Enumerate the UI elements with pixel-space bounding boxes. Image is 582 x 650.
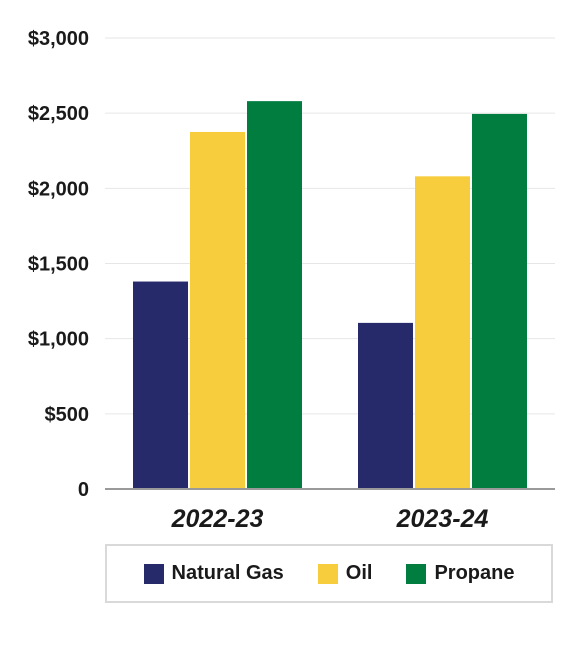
bar-chart: 0 $500 $1,000 $1,500 $2,000 $2,500 $3,000 2022…	[28, 28, 555, 533]
legend-label-propane: Propane	[434, 562, 515, 584]
bar-natural-gas-2022-23	[133, 281, 188, 489]
bar-oil-2023-24	[415, 176, 470, 489]
legend-label-oil: Oil	[345, 562, 373, 584]
y-tick-label: $1,500	[28, 254, 89, 276]
legend-swatch-natural-gas	[143, 563, 164, 584]
bar-propane-2022-23	[247, 101, 302, 489]
y-tick-label: $2,500	[28, 103, 89, 125]
x-tick-label: 2022-23	[171, 505, 264, 533]
legend-item-propane: Propane	[406, 562, 514, 585]
legend: Natural Gas Oil Propane	[105, 544, 553, 603]
y-tick-label: $1,000	[28, 329, 89, 351]
bar-natural-gas-2023-24	[358, 322, 413, 489]
y-tick-label: $2,000	[28, 178, 89, 200]
legend-item-natural-gas: Natural Gas	[143, 562, 284, 585]
bar-oil-2022-23	[190, 131, 245, 490]
legend-item-oil: Oil	[317, 562, 373, 585]
x-axis-ticks: 2022-23 2023-24	[171, 505, 489, 533]
legend-swatch-propane	[406, 563, 427, 584]
x-tick-label: 2023-24	[396, 505, 489, 533]
y-tick-label: $500	[45, 404, 90, 426]
y-tick-label: 0	[78, 479, 89, 501]
legend-swatch-oil	[317, 563, 338, 584]
bar-propane-2023-24	[472, 113, 527, 489]
y-tick-label: $3,000	[28, 28, 89, 50]
legend-label-natural-gas: Natural Gas	[171, 562, 284, 584]
y-axis-ticks: 0 $500 $1,000 $1,500 $2,000 $2,500 $3,000	[28, 28, 89, 501]
bars	[133, 101, 527, 490]
